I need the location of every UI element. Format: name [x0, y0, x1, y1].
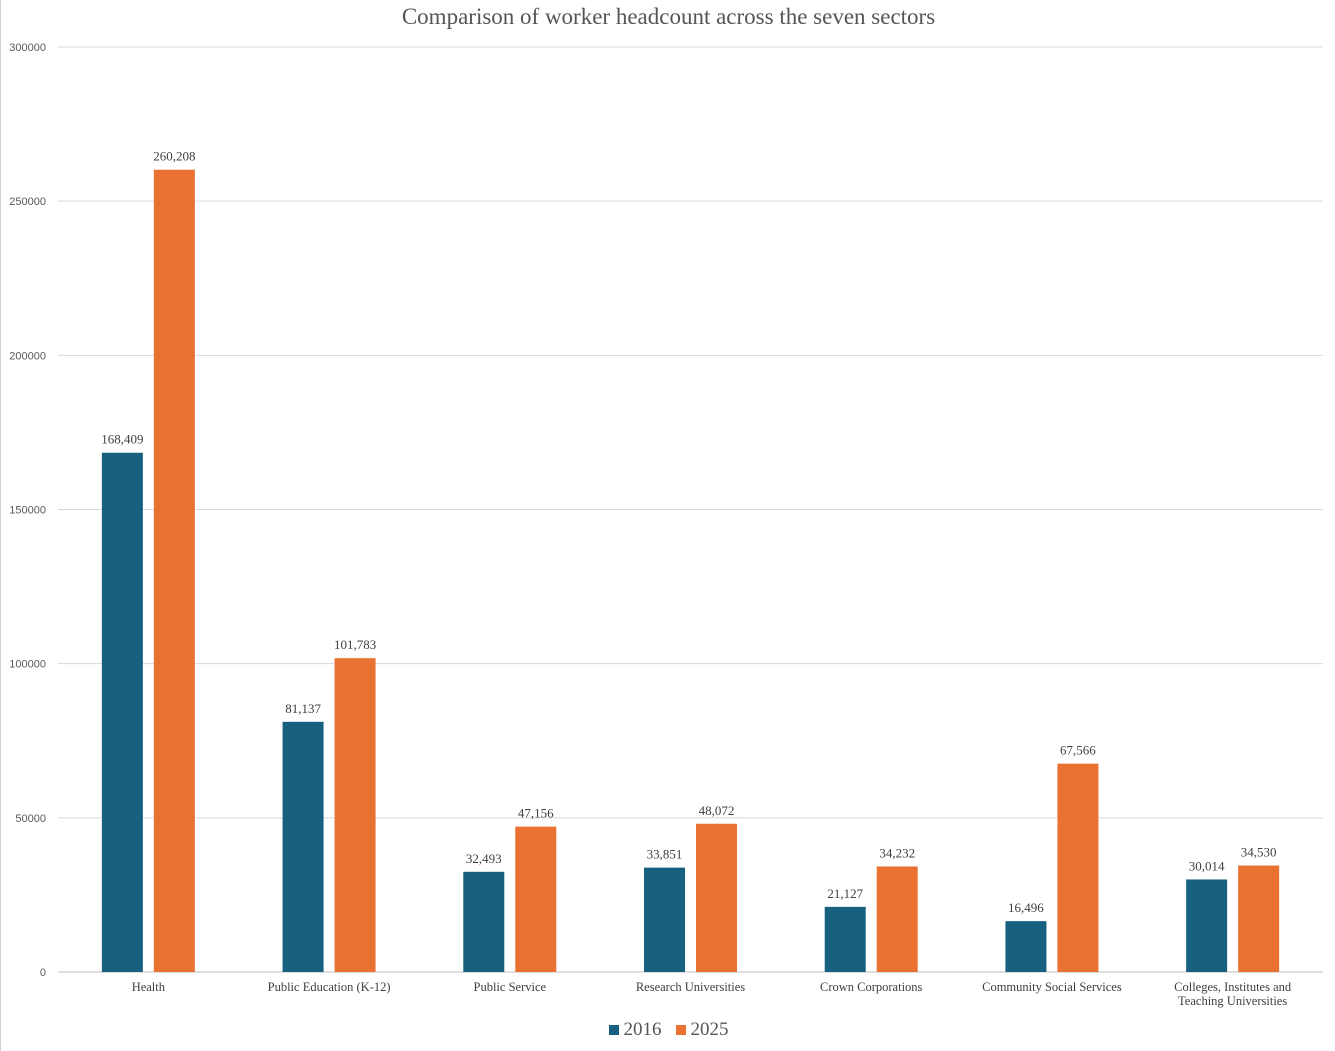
data-label-2016: 21,127	[827, 886, 863, 901]
bar-2016	[463, 871, 505, 972]
legend: 2016 2025	[1, 1019, 1335, 1041]
data-label-2016: 32,493	[466, 851, 502, 866]
legend-swatch-2016	[608, 1025, 619, 1035]
data-label-2025: 34,232	[879, 845, 915, 860]
y-tick-label: 150000	[9, 505, 46, 517]
data-label-2016: 30,014	[1189, 858, 1225, 873]
legend-item-2025: 2025	[675, 1019, 729, 1041]
bar-2016	[1005, 921, 1047, 972]
legend-label-2025: 2025	[690, 1019, 729, 1040]
category-label: Public Education (K-12)	[268, 980, 391, 994]
y-tick-label: 50000	[15, 813, 46, 825]
legend-label-2016: 2016	[623, 1019, 662, 1040]
y-tick-label: 100000	[9, 659, 46, 671]
bar-2025	[334, 658, 376, 972]
category-label: Community Social Services	[982, 980, 1122, 994]
legend-item-2016: 2016	[608, 1019, 662, 1041]
bar-2025	[876, 866, 918, 972]
data-label-2025: 260,208	[153, 149, 195, 164]
y-tick-label: 300000	[9, 42, 46, 54]
data-label-2025: 101,783	[334, 637, 376, 652]
bar-2016	[824, 906, 866, 972]
category-label: Colleges, Institutes and	[1174, 980, 1292, 994]
bar-2016	[101, 452, 143, 973]
bar-2025	[1057, 763, 1099, 972]
bar-2016	[282, 721, 324, 972]
chart-title: Comparison of worker headcount across th…	[401, 4, 936, 29]
category-label: Crown Corporations	[820, 980, 923, 994]
data-label-2016: 16,496	[1008, 900, 1044, 915]
category-label: Teaching Universities	[1178, 994, 1287, 1008]
category-label: Public Service	[474, 980, 547, 994]
bar-2016	[644, 867, 685, 972]
data-label-2025: 47,156	[518, 806, 554, 821]
bar-2016	[1186, 879, 1228, 972]
category-label: Health	[132, 980, 166, 994]
bar-2025	[696, 823, 737, 972]
category-label: Research Universities	[636, 980, 745, 994]
bar-2025	[515, 826, 557, 972]
data-label-2025: 34,530	[1241, 845, 1277, 860]
bar-2025	[153, 169, 195, 972]
y-tick-label: 250000	[9, 196, 46, 208]
data-label-2016: 81,137	[285, 701, 321, 716]
legend-swatch-2025	[675, 1025, 686, 1035]
data-label-2025: 48,072	[699, 803, 735, 818]
data-label-2025: 67,566	[1060, 743, 1096, 758]
data-label-2016: 168,409	[101, 432, 143, 447]
data-label-2016: 33,851	[647, 847, 683, 862]
y-tick-label: 200000	[9, 350, 46, 362]
bar-2025	[1238, 865, 1280, 972]
y-tick-label: 0	[40, 967, 46, 979]
